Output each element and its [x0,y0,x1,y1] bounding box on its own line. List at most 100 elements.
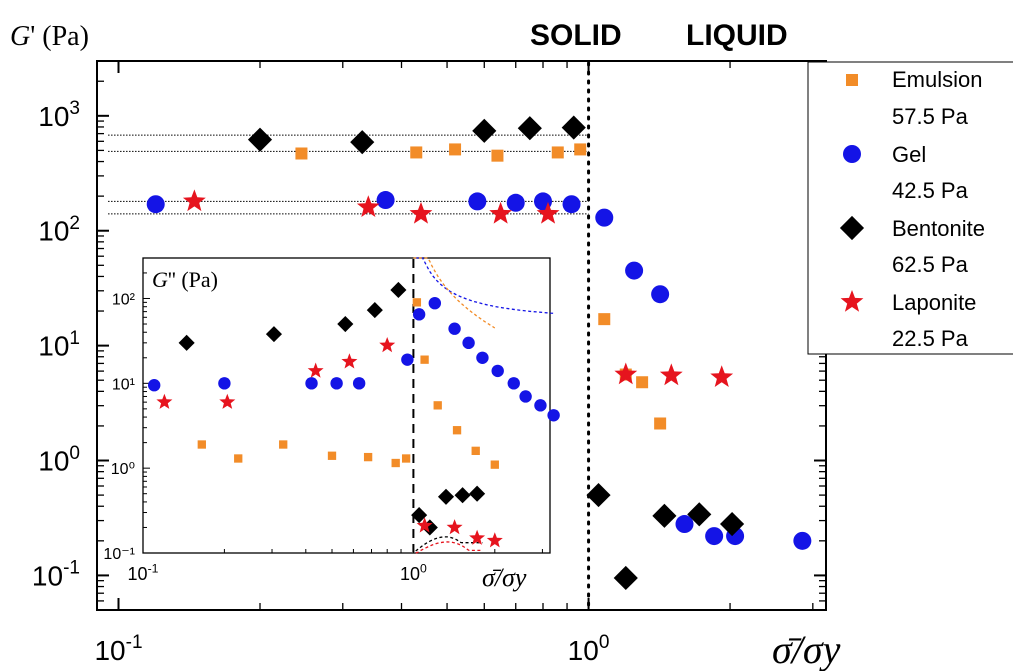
main-axis-ticks: 10-1 100 101 102 103 10-1 100 [32,60,826,666]
inset-point-gel-13 [519,390,532,403]
inset-point-emulsion-8 [420,355,429,364]
point-bentonite-4 [561,115,586,140]
inset-fit-curves [413,257,554,554]
y-tick-label-4: 103 [38,98,80,132]
x-tick-label-0: 10-1 [94,632,142,666]
inset-point-laponite-2 [307,362,324,378]
inset-point-laponite-5 [416,517,433,533]
point-emulsion-4 [551,146,564,159]
point-laponite-2 [409,201,433,224]
inset-x-tick-label-1: 100 [400,561,427,584]
inset-point-gel-5 [401,353,414,366]
point-laponite-1 [356,195,380,217]
inset-point-bentonite-1 [265,326,283,343]
inset-chart: 10⁻¹ 10⁰ 10¹ 10² 10-1 100 G'' (Pa) σ̄/σy [103,257,560,592]
inset-point-gel-9 [462,336,475,350]
inset-point-emulsion-4 [363,452,373,462]
inset-point-gel-1 [218,377,231,390]
inset-point-emulsion-0 [197,440,206,449]
inset-point-emulsion-5 [391,458,400,468]
inset-point-bentonite-3 [366,302,383,319]
y-tick-label-0: 10-1 [32,558,80,592]
legend-marker-gel [843,145,861,163]
fit-curve-laponite [415,541,483,554]
inset-point-bentonite-8 [454,487,471,504]
inset-xlabel: σ̄/σy [482,563,527,592]
fit-curve-emulsion [413,257,496,329]
inset-data-points [147,281,560,548]
main-data-points [146,115,812,591]
inset-y-tick-label-2: 10¹ [112,376,135,393]
legend-markers [839,74,865,312]
point-gel-12 [793,531,812,550]
inset-point-gel-0 [147,379,161,392]
inset-plot-frame [142,257,551,554]
point-bentonite-8 [687,502,712,527]
point-emulsion-9 [654,417,667,430]
legend-marker-bentonite [839,215,865,241]
inset-axis-ticks: 10⁻¹ 10⁰ 10¹ 10² 10-1 100 [103,257,543,584]
legend-entry-1-sub: 42.5 Pa [892,178,969,203]
legend-marker-laponite [840,290,864,312]
region-label-solid: SOLID [530,19,622,52]
legend-entry-0-name: Emulsion [892,67,982,92]
point-emulsion-8 [636,376,649,389]
fit-curve-gel [415,257,554,314]
inset-point-gel-8 [448,322,461,335]
point-bentonite-1 [350,130,375,155]
point-emulsion-5 [574,143,587,156]
inset-point-emulsion-9 [433,401,442,410]
inset-point-bentonite-0 [178,334,195,351]
y-tick-label-3: 102 [38,213,80,247]
point-laponite-5 [614,362,638,385]
inset-point-bentonite-7 [437,488,455,505]
inset-point-bentonite-4 [390,281,407,299]
point-gel-3 [506,193,525,212]
inset-point-emulsion-3 [327,451,337,460]
inset-point-emulsion-2 [279,440,288,449]
point-bentonite-6 [613,565,638,591]
main-xlabel: σ̄/σy [772,627,841,671]
point-laponite-3 [489,201,512,224]
inset-point-laponite-1 [219,393,236,409]
point-gel-1 [376,191,395,210]
inset-point-bentonite-9 [469,485,486,502]
point-gel-7 [625,261,644,280]
point-bentonite-9 [720,511,745,537]
point-emulsion-1 [410,146,423,159]
inset-ylabel: G'' (Pa) [152,267,218,292]
point-bentonite-5 [586,483,611,508]
point-gel-10 [705,527,724,546]
inset-point-gel-10 [476,351,489,364]
point-laponite-0 [182,189,206,212]
point-laponite-6 [659,363,683,386]
y-tick-label-1: 100 [38,443,80,477]
point-gel-8 [651,285,670,304]
point-gel-0 [146,195,165,214]
inset-point-emulsion-12 [490,460,499,469]
y-tick-label-2: 101 [38,328,80,362]
inset-point-emulsion-6 [401,454,411,463]
legend: Emulsion 57.5 Pa Gel 42.5 Pa Bentonite 6… [807,61,1013,355]
inset-point-gel-12 [507,377,520,390]
inset-point-emulsion-10 [452,426,462,435]
inset-point-gel-4 [352,377,366,390]
inset-point-gel-14 [534,399,547,412]
inset-point-bentonite-2 [337,315,354,333]
main-ylabel: G' (Pa) [10,21,89,52]
inset-y-tick-label-3: 10² [112,291,136,308]
inset-point-gel-11 [491,364,504,378]
point-emulsion-6 [598,313,611,326]
inset-x-tick-label-0: 10-1 [128,561,159,584]
point-bentonite-2 [472,118,497,143]
inset-point-bentonite-5 [411,507,428,524]
point-emulsion-3 [491,149,504,162]
inset-point-gel-15 [547,409,560,422]
inset-point-laponite-4 [379,337,396,353]
point-gel-5 [562,195,581,214]
legend-entry-2-name: Bentonite [892,216,985,241]
inset-point-emulsion-7 [412,298,422,307]
point-emulsion-2 [449,143,462,156]
inset-point-gel-7 [428,296,442,310]
